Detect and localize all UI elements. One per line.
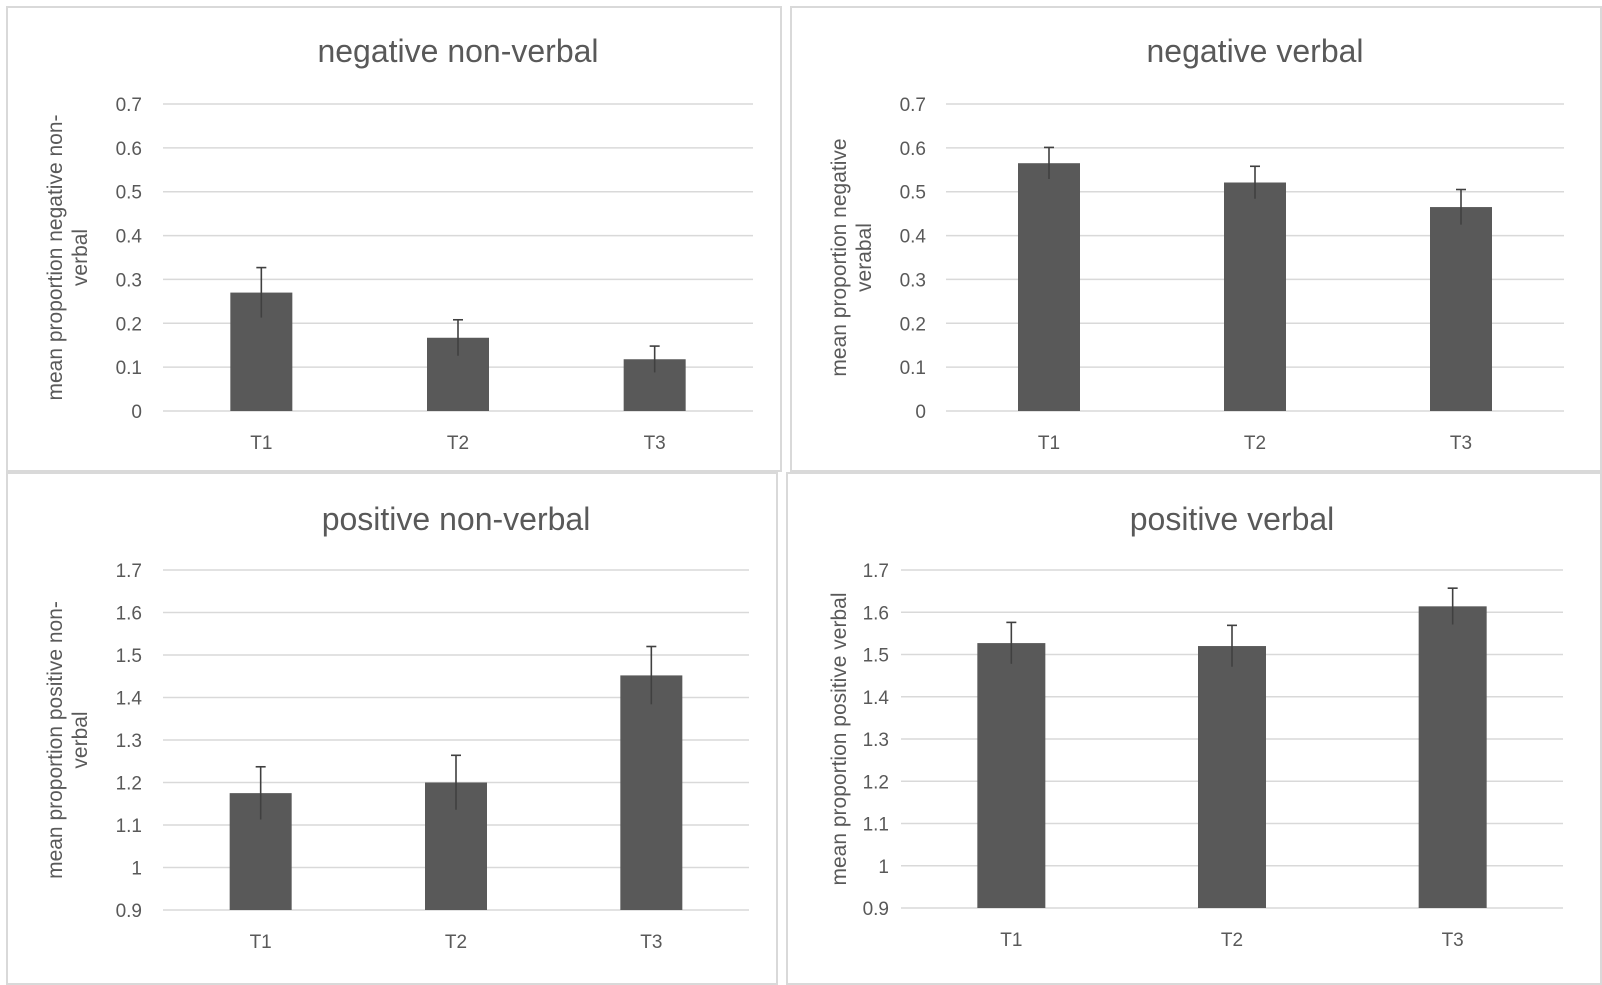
x-tick-label: T3 [644,433,666,454]
y-tick-label: 0.1 [900,358,926,379]
y-tick-label: 0 [131,402,142,423]
chart-svg: positive verbal mean proportion positive… [828,501,1563,951]
chart-panel-positive-verbal: positive verbal mean proportion positive… [786,472,1602,985]
y-tick-label: 0.2 [116,314,142,335]
y-tick-labels: 0.9 1 1.1 1.2 1.3 1.4 1.5 1.6 1.7 [116,561,143,922]
error-bars [1044,146,1466,225]
y-tick-labels: 0 0.1 0.2 0.3 0.4 0.5 0.6 0.7 [116,95,143,423]
y-tick-label: 1 [131,859,142,880]
y-tick-label: 1.1 [116,816,142,837]
chart-panel-negative-non-verbal: negative non-verbal mean proportion nega… [6,6,782,472]
error-bars [1006,587,1458,667]
y-tick-label: 1.6 [116,604,142,625]
chart-panel-positive-non-verbal: positive non-verbal mean proportion posi… [6,472,778,985]
y-tick-label: 1.3 [116,731,142,752]
y-tick-label: 0.5 [900,183,926,204]
chart-svg: negative verbal mean proportion negative… [828,33,1564,454]
y-tick-label: 0.3 [900,270,926,291]
y-tick-label: 0 [915,402,926,423]
y-tick-label: 0.9 [863,899,889,920]
error-bars [256,266,660,373]
bars [1018,163,1492,411]
y-tick-labels: 0.9 1 1.1 1.2 1.3 1.4 1.5 1.6 1.7 [863,561,890,920]
x-tick-label: T3 [1450,433,1472,454]
x-tick-label: T2 [1244,433,1266,454]
y-tick-label: 0.3 [116,270,142,291]
chart-panel-negative-verbal: negative verbal mean proportion negative… [790,6,1602,472]
y-axis-label-line: verabal [853,223,876,292]
y-tick-label: 0.6 [900,139,926,160]
chart-title: positive verbal [1130,501,1335,537]
y-tick-label: 1.3 [863,730,889,751]
y-tick-label: 1.5 [116,646,142,667]
y-axis-label-line: mean proportion positive non- [44,601,67,879]
bar-t2 [1224,182,1286,411]
bars [230,292,686,411]
bar-t1 [1018,163,1080,411]
bars [977,606,1487,908]
bar-t1 [977,643,1046,908]
bar-t2 [1198,646,1266,908]
x-tick-labels: T1 T2 T3 [1000,930,1464,951]
y-tick-labels: 0 0.1 0.2 0.3 0.4 0.5 0.6 0.7 [900,95,927,423]
x-tick-label: T3 [640,932,662,953]
bar-t3 [1418,606,1487,908]
y-tick-label: 1.5 [863,646,889,667]
y-tick-label: 1.4 [863,688,890,709]
y-tick-label: 0.4 [116,227,143,248]
error-bars [255,645,657,820]
y-tick-label: 0.2 [900,314,926,335]
y-axis-label: mean proportion negative non-verbal [44,114,92,400]
y-axis-label: mean proportion positive verbal [828,593,851,886]
chart-svg: negative non-verbal mean proportion nega… [44,33,753,454]
y-tick-label: 1.7 [116,561,142,582]
bar-t3 [1430,207,1492,411]
y-tick-label: 0.9 [116,901,142,922]
x-tick-label: T1 [1000,930,1022,951]
y-axis-label-line: mean proportion negative [828,138,851,376]
x-tick-labels: T1 T2 T3 [1038,433,1472,454]
chart-svg: positive non-verbal mean proportion posi… [44,501,749,953]
y-tick-label: 1.4 [116,689,143,710]
chart-title: negative non-verbal [317,33,598,69]
y-axis-label-line: mean proportion positive verbal [828,593,851,886]
y-tick-label: 1 [878,857,889,878]
x-tick-labels: T1 T2 T3 [250,433,666,454]
y-tick-label: 1.2 [863,772,889,793]
chart-title: positive non-verbal [322,501,591,537]
y-tick-label: 1.7 [863,561,889,582]
y-tick-label: 0.4 [900,227,927,248]
y-tick-label: 0.5 [116,183,142,204]
y-tick-label: 0.6 [116,139,142,160]
x-tick-label: T1 [250,932,272,953]
x-tick-label: T2 [447,433,469,454]
x-tick-label: T1 [250,433,272,454]
y-axis-label-line: mean proportion negative non- [44,114,67,400]
y-axis-label: mean proportion positive non-verbal [44,601,92,879]
x-tick-label: T2 [1221,930,1243,951]
y-axis-label-line: verbal [69,711,92,768]
bars [229,675,683,910]
y-tick-label: 1.2 [116,774,142,795]
y-tick-label: 0.1 [116,358,142,379]
y-tick-label: 1.6 [863,603,889,624]
bar-t3 [620,675,683,910]
x-tick-label: T2 [445,932,467,953]
x-tick-label: T1 [1038,433,1060,454]
y-axis-label-line: verbal [69,229,92,286]
y-tick-label: 0.7 [900,95,926,116]
y-tick-label: 0.7 [116,95,142,116]
y-axis-label: mean proportion negativeverabal [828,138,876,376]
x-tick-label: T3 [1442,930,1464,951]
x-tick-labels: T1 T2 T3 [250,932,663,953]
chart-title: negative verbal [1146,33,1363,69]
y-tick-label: 1.1 [863,815,889,836]
